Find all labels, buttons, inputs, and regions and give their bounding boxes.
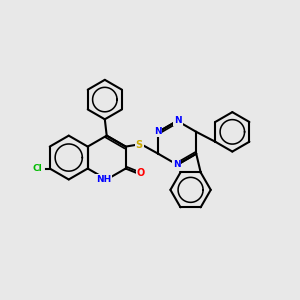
Text: NH: NH xyxy=(96,175,111,184)
Text: S: S xyxy=(136,140,143,150)
Text: O: O xyxy=(136,168,145,178)
Text: N: N xyxy=(154,128,161,136)
Text: N: N xyxy=(173,160,180,169)
Text: N: N xyxy=(174,116,182,125)
Text: Cl: Cl xyxy=(32,164,42,173)
